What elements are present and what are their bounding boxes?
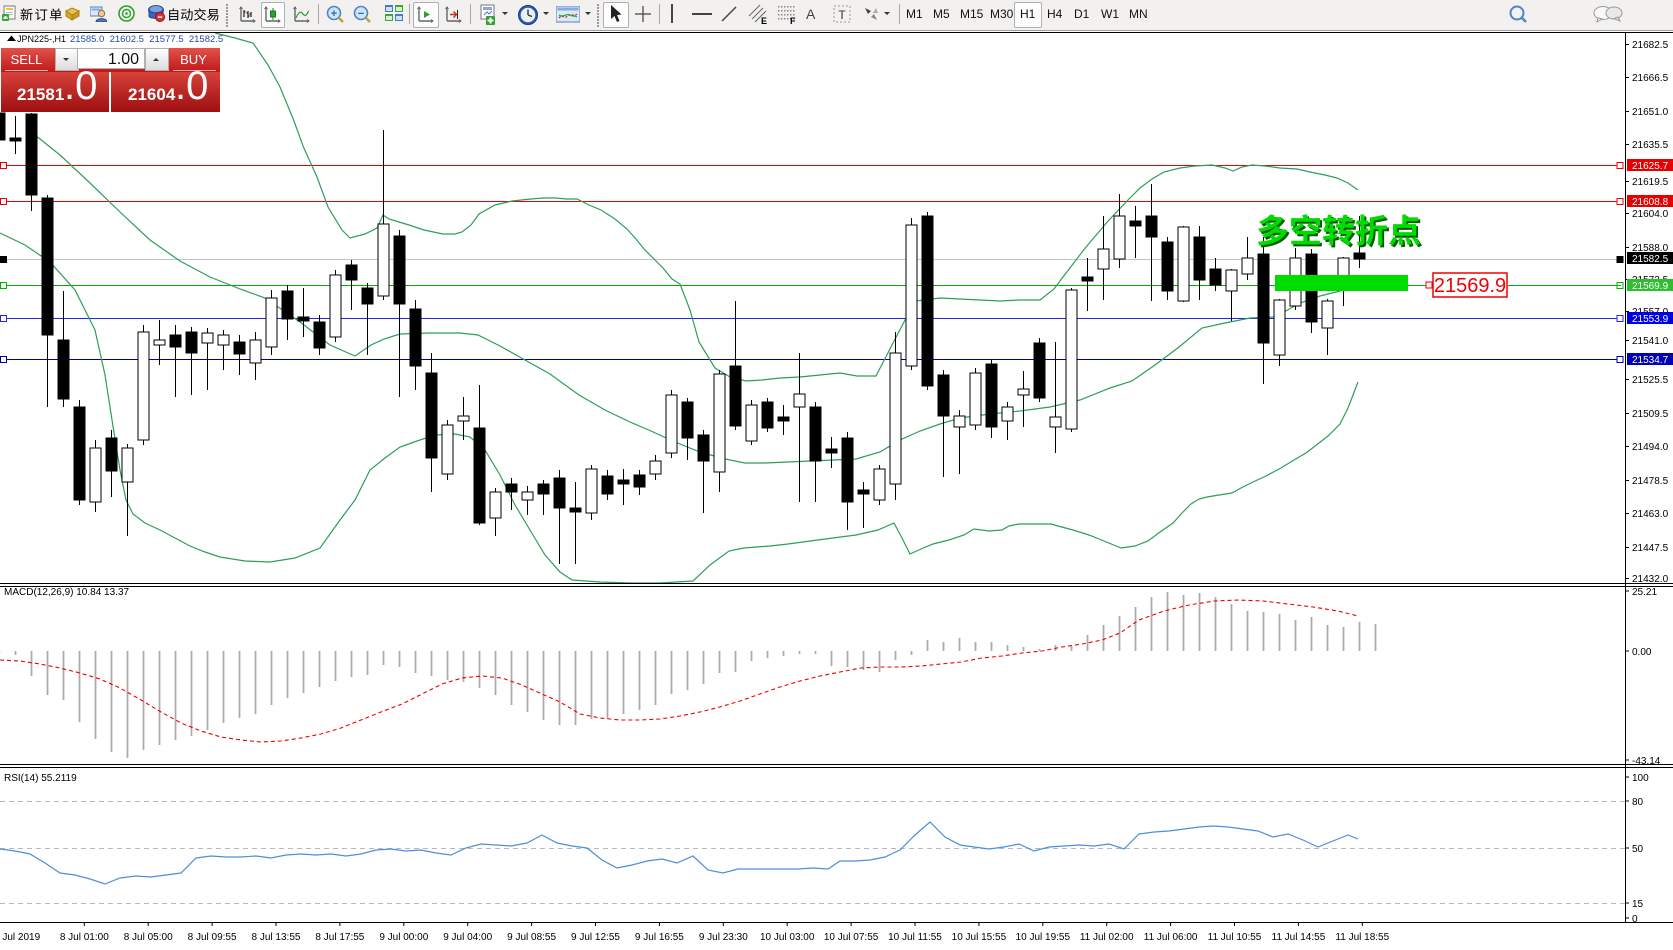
svg-text:11 Jul 06:00: 11 Jul 06:00 xyxy=(1144,932,1198,943)
svg-text:RSI(14) 55.2119: RSI(14) 55.2119 xyxy=(4,773,77,784)
svg-text:8 Jul 17:55: 8 Jul 17:55 xyxy=(315,932,364,943)
svg-text:8 Jul 05:00: 8 Jul 05:00 xyxy=(124,932,173,943)
svg-text:21651.0: 21651.0 xyxy=(1632,107,1669,118)
svg-text:-43.14: -43.14 xyxy=(1632,756,1661,767)
svg-text:11 Jul 14:55: 11 Jul 14:55 xyxy=(1272,932,1326,943)
svg-text:80: 80 xyxy=(1632,797,1644,808)
svg-text:21588.0: 21588.0 xyxy=(1632,243,1669,254)
svg-text:21666.5: 21666.5 xyxy=(1632,73,1669,84)
svg-text:0: 0 xyxy=(1632,914,1638,925)
svg-text:21447.5: 21447.5 xyxy=(1632,543,1669,554)
svg-text:50: 50 xyxy=(1632,844,1644,855)
svg-text:10 Jul 19:55: 10 Jul 19:55 xyxy=(1016,932,1071,943)
svg-text:100: 100 xyxy=(1632,773,1649,784)
svg-text:15: 15 xyxy=(1632,899,1644,910)
svg-text:21525.5: 21525.5 xyxy=(1632,375,1669,386)
svg-text:11 Jul 10:55: 11 Jul 10:55 xyxy=(1208,932,1262,943)
svg-text:21625.7: 21625.7 xyxy=(1632,161,1669,172)
svg-text:8 Jul 09:55: 8 Jul 09:55 xyxy=(188,932,237,943)
svg-text:JPN225-,H1: JPN225-,H1 xyxy=(17,34,66,44)
svg-text:21569.9: 21569.9 xyxy=(1632,281,1669,292)
svg-text:21569.9: 21569.9 xyxy=(1434,275,1506,297)
svg-text:10 Jul 15:55: 10 Jul 15:55 xyxy=(952,932,1007,943)
svg-text:+: + xyxy=(331,8,337,20)
svg-text:21604.0: 21604.0 xyxy=(1632,209,1669,220)
svg-text:8 Jul 13:55: 8 Jul 13:55 xyxy=(252,932,301,943)
svg-text:21534.7: 21534.7 xyxy=(1632,355,1669,366)
svg-text:21541.0: 21541.0 xyxy=(1632,336,1669,347)
svg-text:25.21: 25.21 xyxy=(1632,587,1657,598)
svg-text:9 Jul 04:00: 9 Jul 04:00 xyxy=(443,932,492,943)
svg-text:0.00: 0.00 xyxy=(1632,647,1652,658)
svg-text:21478.5: 21478.5 xyxy=(1632,476,1669,487)
svg-text:T: T xyxy=(838,8,846,22)
svg-text:21619.5: 21619.5 xyxy=(1632,177,1669,188)
svg-text:E: E xyxy=(761,16,767,25)
svg-text:9 Jul 12:55: 9 Jul 12:55 xyxy=(571,932,620,943)
svg-text:9 Jul 00:00: 9 Jul 00:00 xyxy=(379,932,428,943)
svg-text:10 Jul 03:00: 10 Jul 03:00 xyxy=(760,932,815,943)
svg-text:9 Jul 08:55: 9 Jul 08:55 xyxy=(507,932,556,943)
svg-text:21494.0: 21494.0 xyxy=(1632,442,1669,453)
svg-text:21585.0 21602.5 21577.5 215: 21585.0 21602.5 21577.5 21582.5 xyxy=(70,34,223,45)
svg-text:MACD(12,26,9) 10.84 13.37: MACD(12,26,9) 10.84 13.37 xyxy=(4,587,130,598)
svg-text:10 Jul 07:55: 10 Jul 07:55 xyxy=(824,932,879,943)
svg-text:10 Jul 11:55: 10 Jul 11:55 xyxy=(888,932,942,943)
svg-text:9 Jul 16:55: 9 Jul 16:55 xyxy=(635,932,684,943)
svg-text:21432.0: 21432.0 xyxy=(1632,574,1669,585)
svg-text:21463.0: 21463.0 xyxy=(1632,509,1669,520)
svg-text:5 Jul 2019: 5 Jul 2019 xyxy=(0,932,41,943)
svg-text:11 Jul 02:00: 11 Jul 02:00 xyxy=(1080,932,1134,943)
svg-text:F: F xyxy=(790,16,796,25)
svg-text:9 Jul 23:30: 9 Jul 23:30 xyxy=(699,932,748,943)
svg-text:21682.5: 21682.5 xyxy=(1632,40,1669,51)
svg-text:−: − xyxy=(358,8,364,20)
svg-text:21608.8: 21608.8 xyxy=(1632,197,1669,208)
svg-text:21553.9: 21553.9 xyxy=(1632,314,1669,325)
svg-text:21509.5: 21509.5 xyxy=(1632,409,1669,420)
svg-text:21635.5: 21635.5 xyxy=(1632,140,1669,151)
svg-text:21582.5: 21582.5 xyxy=(1632,254,1669,265)
svg-text:11 Jul 18:55: 11 Jul 18:55 xyxy=(1335,932,1389,943)
svg-text:8 Jul 01:00: 8 Jul 01:00 xyxy=(60,932,109,943)
